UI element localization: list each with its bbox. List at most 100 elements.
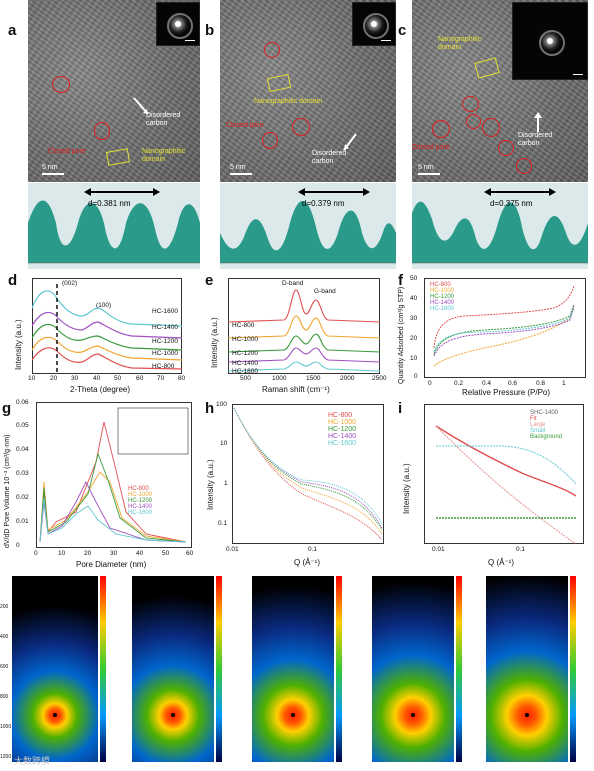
colorbar (456, 576, 462, 762)
tick-label: 10 (220, 440, 228, 447)
tick-label: 0.4 (482, 380, 492, 387)
legend-item: HC-1600 (328, 440, 357, 447)
tick-label: 30 (110, 550, 118, 557)
intensity-profile-c: d=0.375 nm (412, 183, 588, 269)
series-hc1200-line (228, 333, 380, 353)
tick-label: 0.01 (432, 546, 445, 553)
fft-inset-c (512, 2, 588, 80)
saxs-detector-4 (372, 576, 454, 762)
y-axis-label-e: Intensity (a.u.) (210, 317, 219, 368)
series-hc1400-line (233, 407, 383, 529)
x-axis-label-h: Q (Å⁻¹) (294, 558, 320, 567)
tick-label: 10 (410, 355, 418, 362)
series-label-hc1000: HC-1000 (232, 336, 259, 343)
series-label-hc800: HC-800 (152, 363, 175, 370)
tick-label: 40 (410, 295, 418, 302)
series-hc800-line (228, 289, 380, 323)
tick-label: 0.04 (16, 446, 29, 453)
tick-label: 50 (114, 375, 122, 382)
legend-item: Small (530, 428, 546, 434)
legend-g: HC-800 HC-1000 HC-1200 HC-1400 HC-1600 (128, 486, 152, 516)
series-hc1000-line (433, 307, 575, 367)
x-ticks-f: 0 0.2 0.4 0.6 0.8 1 (424, 380, 586, 390)
legend-item: HC-1200 (430, 294, 455, 300)
legend-item: Large (530, 422, 546, 428)
legend-item: HC-1000 (128, 492, 153, 498)
label-nanographitic-domain: Nanographitic domain (254, 98, 323, 105)
y-ticks-f: 50 40 30 20 10 0 (410, 275, 422, 380)
saxs-y-ticks: 200 400 600 800 1000 1200 (0, 576, 11, 762)
tick-label: 0.01 (226, 546, 239, 553)
series-hc1000-line (32, 336, 182, 361)
panel-label-h: h (205, 400, 215, 417)
tem-image-b: Nanographitic domain Closed pore Disorde… (220, 0, 396, 182)
tick-label: 70 (157, 375, 165, 382)
closed-pore-circle (462, 96, 479, 112)
arrow-icon (133, 97, 149, 115)
legend-item: HC-1200 (328, 426, 357, 433)
tick-label: 50 (410, 275, 418, 282)
tick-label: 800 (0, 694, 9, 700)
panel-label-e: e (205, 272, 214, 289)
arrow-icon (534, 112, 542, 132)
fft-inset-b (352, 2, 396, 46)
series-label-hc800: HC-800 (232, 322, 255, 329)
closed-pore-circle (432, 120, 450, 138)
closed-pore-circle (52, 76, 70, 93)
series-small-line (436, 445, 577, 485)
y-axis-label-f: Quantity Adsorbed (cm³/g STP) (398, 286, 405, 384)
series-large-line (435, 425, 577, 544)
colorbar (100, 576, 106, 762)
panel-label-d: d (8, 272, 18, 289)
series-label-hc1000: HC-1000 (152, 350, 179, 357)
scale-bar-label: 5 nm (418, 164, 434, 171)
legend-item: HC-1200 (128, 498, 153, 504)
legend-f: HC-800 HC-1000 HC-1200 HC-1400 HC-1600 (430, 282, 454, 312)
annotation-002: (002) (62, 280, 78, 287)
legend-item: HC-1400 (328, 433, 357, 440)
tick-label: 0.2 (454, 380, 464, 387)
closed-pore-circle (482, 118, 500, 137)
tick-label: 20 (50, 375, 58, 382)
x-axis-label-i: Q (Å⁻¹) (488, 558, 514, 567)
series-hc1400-line (32, 311, 182, 339)
watermark: 大数跨模 (14, 756, 51, 766)
tick-label: 1 (224, 480, 228, 487)
y-axis-label-g: dV/dD Pore Volume 10⁻³ (cm³/g·nm) (4, 434, 11, 548)
label-disordered-carbon: Disordered carbon (312, 150, 347, 165)
y-ticks-h: 100 10 1 0.1 (216, 401, 232, 544)
label-nanographitic-domain: Nanographitic domain (438, 36, 482, 51)
tick-label: 0.1 (218, 520, 228, 527)
tick-label: 200 (0, 604, 9, 610)
series-hc1200-line (233, 407, 383, 531)
annotation-100: (100) (96, 302, 112, 309)
chart-f: HC-800 HC-1000 HC-1200 HC-1400 HC-1600 (424, 278, 586, 378)
scale-bar-label: 5 nm (42, 164, 58, 171)
legend-item: HC-800 (430, 282, 451, 288)
series-label-hc1600: HC-1600 (152, 308, 179, 315)
x-axis-label-f: Relative Pressure (P/Po) (462, 388, 551, 397)
tick-label: 1500 (306, 375, 321, 382)
x-ticks-d: 10 20 30 40 50 60 70 80 (28, 375, 185, 385)
tick-label: 1 (562, 380, 566, 387)
inset-plot (117, 407, 189, 455)
series-hc800-line (32, 347, 182, 370)
double-arrow-icon (298, 188, 370, 196)
legend-item: HC-1400 (128, 504, 153, 510)
d-spacing-label: d=0.381 nm (88, 199, 131, 208)
series-fit-line (435, 425, 577, 497)
double-arrow-icon (484, 188, 556, 196)
tick-label: 0.6 (508, 380, 518, 387)
series-hc1200-line (32, 323, 182, 351)
series-hc1400-line (433, 305, 575, 357)
tick-label: 1000 (0, 724, 12, 730)
series-label-hc1200: HC-1200 (232, 350, 259, 357)
saxs-detector-5 (486, 576, 568, 762)
series-hc1200-line (39, 452, 187, 543)
tick-label: 100 (216, 401, 227, 408)
series-hc1600-line (32, 290, 182, 327)
label-closed-pore: Closed pore (226, 122, 264, 129)
arrow-icon (343, 133, 357, 151)
tick-label: 0.1 (516, 546, 526, 553)
series-hc1600-line (39, 497, 187, 543)
